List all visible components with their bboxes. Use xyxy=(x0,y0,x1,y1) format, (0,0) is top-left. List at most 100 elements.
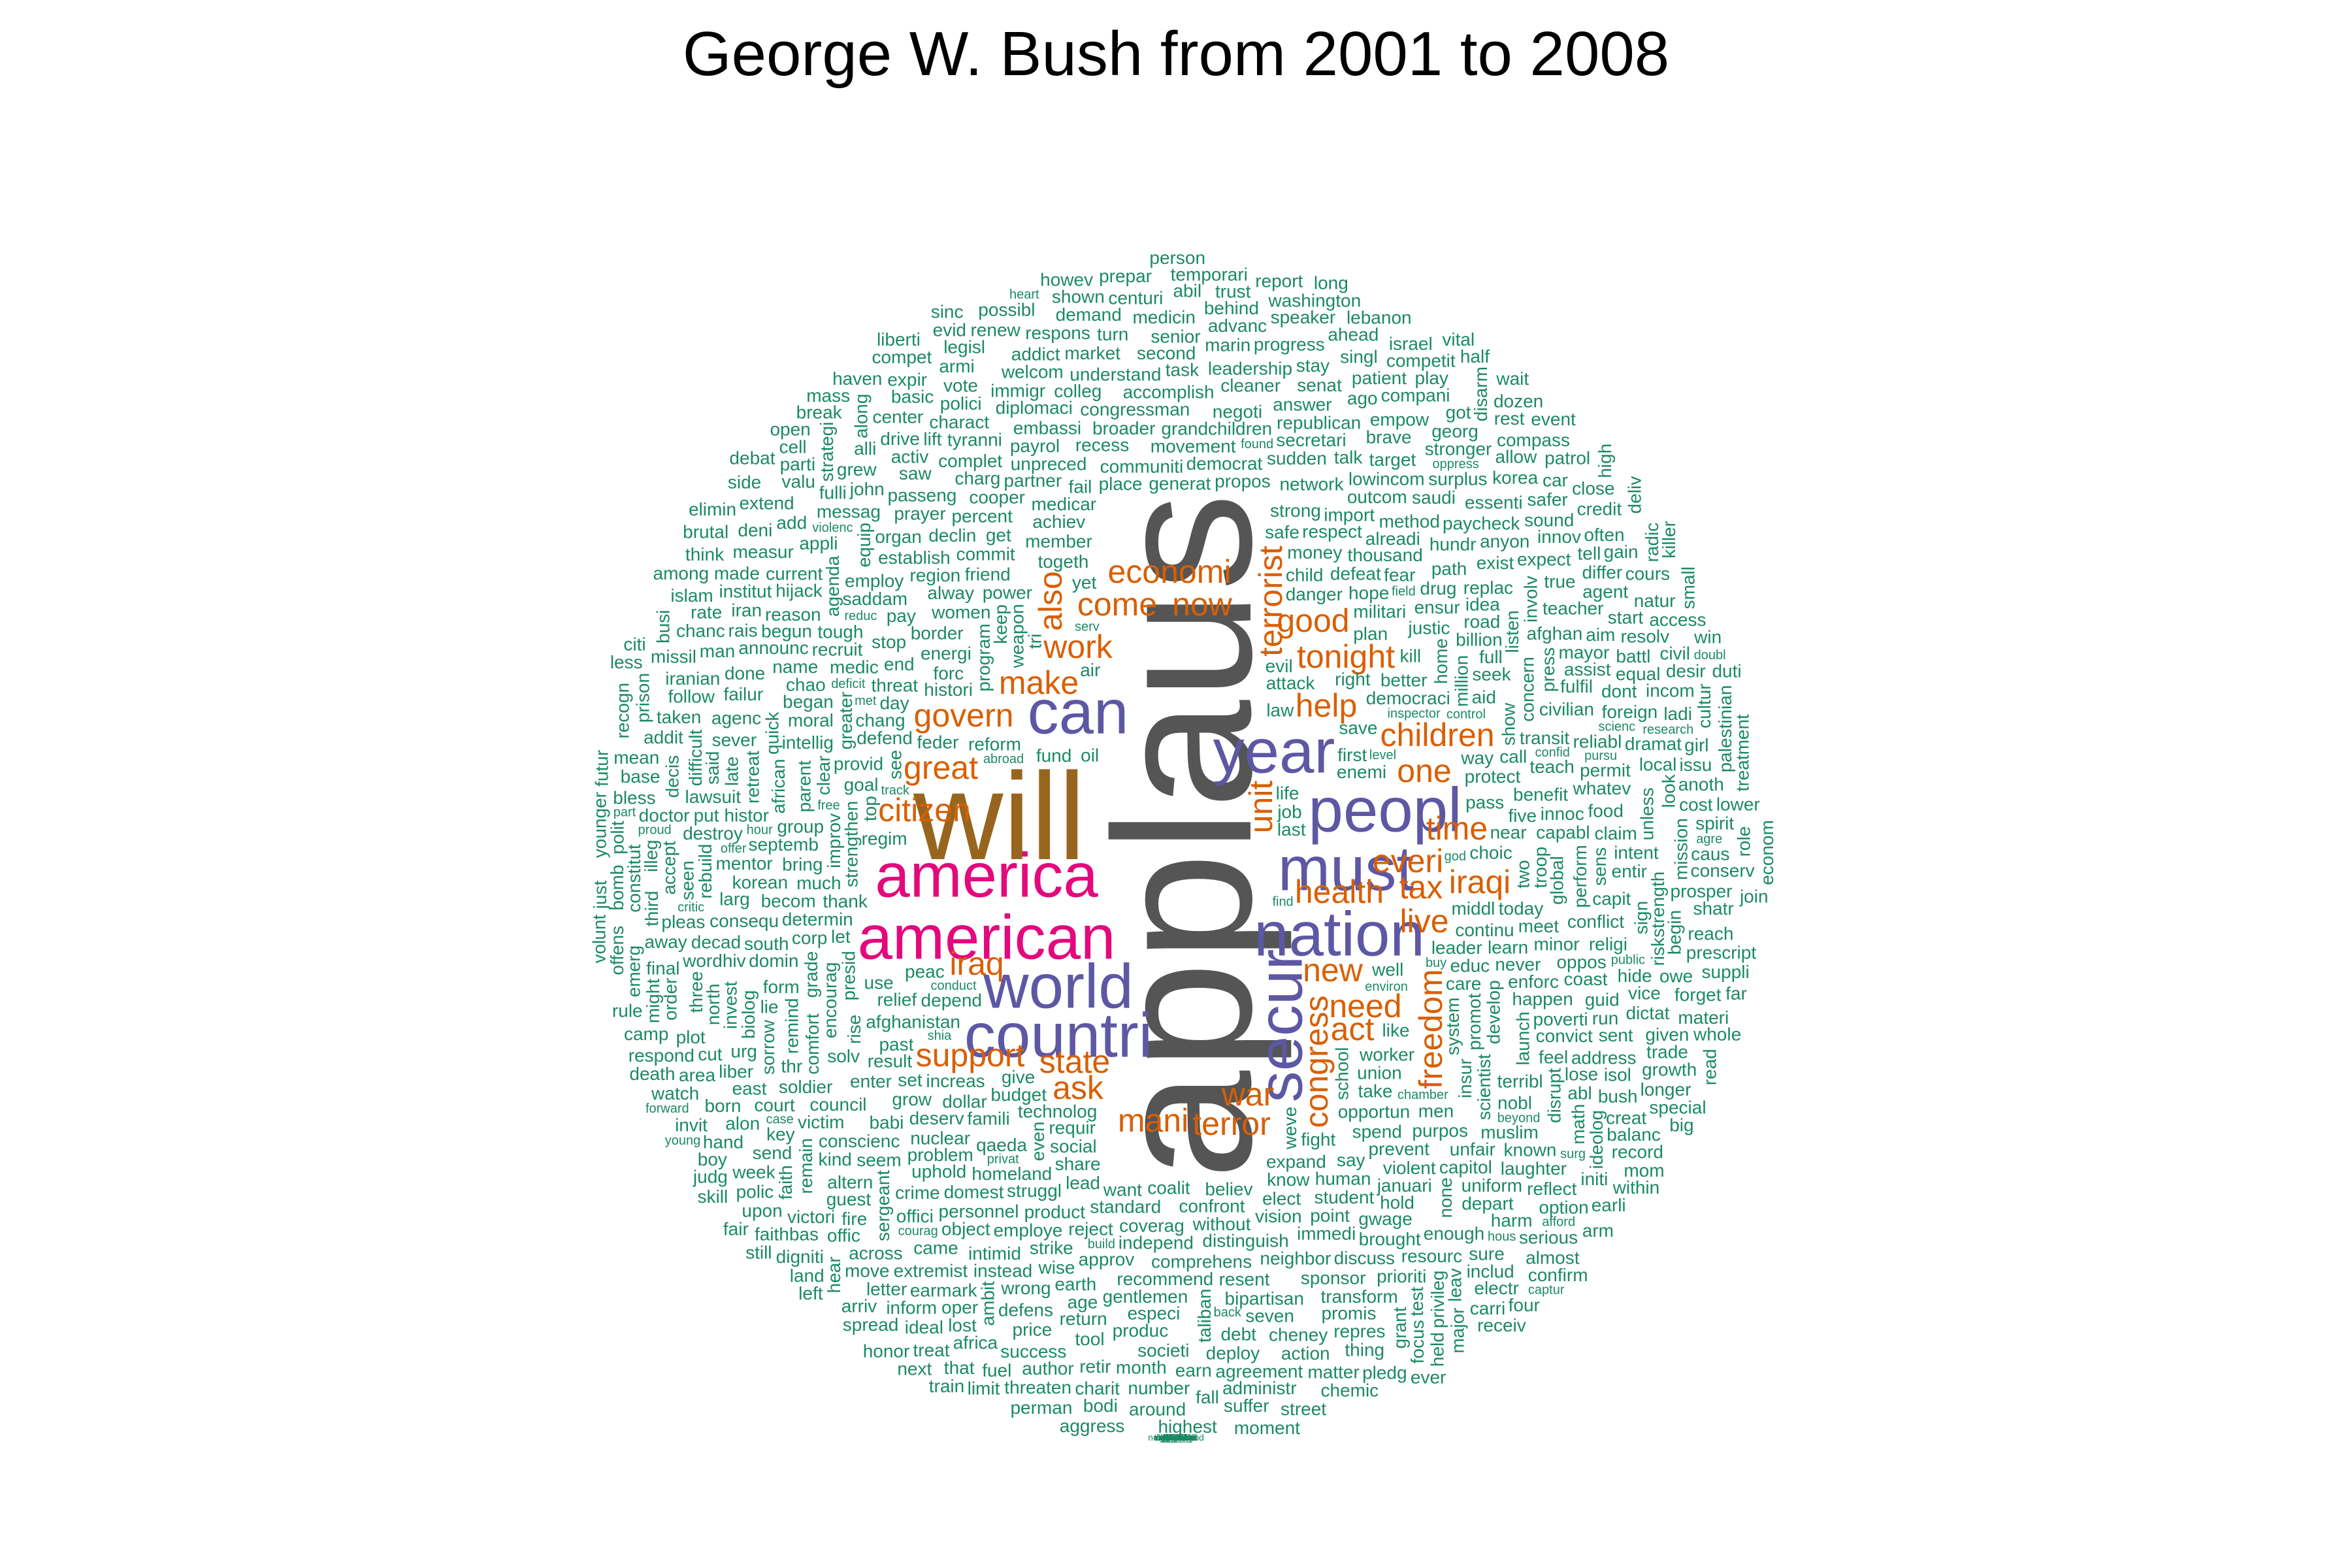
word-instead: instead xyxy=(973,1260,1032,1281)
word-domin: domin xyxy=(749,951,798,971)
word-abandon: abandon xyxy=(1158,1432,1194,1443)
word-independ: independ xyxy=(1119,1233,1194,1253)
word-thank: thank xyxy=(823,891,868,911)
word-religi: religi xyxy=(1589,934,1627,954)
word-chamber: chamber xyxy=(1397,1088,1448,1102)
word-without: without xyxy=(1192,1214,1251,1234)
word-hous: hous xyxy=(1488,1230,1516,1244)
word-american: american xyxy=(858,903,1116,973)
word-africa: africa xyxy=(953,1333,998,1353)
word-happen: happen xyxy=(1512,989,1573,1009)
word-expect: expect xyxy=(1517,549,1571,570)
word-elect: elect xyxy=(1262,1188,1301,1209)
word-great: great xyxy=(904,749,978,786)
word-equip: equip xyxy=(854,523,874,568)
word-close: close xyxy=(1572,478,1614,498)
word-land: land xyxy=(790,1266,825,1286)
word-beyond: beyond xyxy=(1497,1111,1541,1125)
word-initi: initi xyxy=(1580,1169,1608,1189)
word-men: men xyxy=(1418,1101,1454,1121)
word-opportun: opportun xyxy=(1338,1102,1411,1122)
word-find: find xyxy=(1272,895,1293,909)
word-whole: whole xyxy=(1693,1024,1741,1044)
word-nobl: nobl xyxy=(1497,1093,1532,1113)
word-still: still xyxy=(745,1242,772,1262)
word-prayer: prayer xyxy=(894,504,945,524)
word-accomplish: accomplish xyxy=(1123,382,1215,402)
word-field: field xyxy=(1392,584,1416,598)
word-basic: basic xyxy=(891,386,934,406)
word-differ: differ xyxy=(1582,563,1622,583)
word-saddam: saddam xyxy=(842,589,907,609)
word-stronger: stronger xyxy=(1425,439,1492,459)
word-conserv: conserv xyxy=(1691,860,1755,881)
word-ladi: ladi xyxy=(1663,704,1692,724)
word-fund: fund xyxy=(1036,745,1072,766)
word-immedi: immedi xyxy=(1297,1223,1356,1243)
word-gentlemen: gentlemen xyxy=(1103,1286,1188,1307)
word-appli: appli xyxy=(799,533,838,553)
word-respect: respect xyxy=(1302,521,1362,542)
word-sign: sign xyxy=(1631,901,1652,934)
word-stay: stay xyxy=(1296,355,1330,376)
word-gwage: gwage xyxy=(1358,1209,1413,1229)
word-african: african xyxy=(768,759,789,813)
word-medicar: medicar xyxy=(1032,494,1097,514)
word-colleg: colleg xyxy=(1054,381,1102,401)
word-price: price xyxy=(1013,1319,1053,1339)
word-complet: complet xyxy=(938,451,1002,471)
word-broader: broader xyxy=(1092,418,1156,438)
word-percent: percent xyxy=(951,506,1013,527)
word-grew: grew xyxy=(837,459,877,480)
word-impos: impos xyxy=(1164,1432,1188,1443)
word-anoth: anoth xyxy=(1678,774,1724,794)
word-addict: addict xyxy=(1011,344,1060,365)
word-coverag: coverag xyxy=(1119,1215,1184,1235)
word-materi: materi xyxy=(1678,1007,1729,1028)
word-along: along xyxy=(851,393,872,438)
word-food: food xyxy=(1588,801,1624,821)
word-tragedi: tragedi xyxy=(1162,1432,1190,1443)
word-remind: remind xyxy=(782,998,802,1054)
word-speaker: speaker xyxy=(1271,307,1336,327)
word-taxpay: taxpay xyxy=(1162,1432,1189,1443)
word-prosper: prosper xyxy=(1671,881,1733,902)
word-even: even xyxy=(1028,1122,1048,1162)
word-econom: econom xyxy=(1757,820,1777,885)
word-ideal: ideal xyxy=(905,1317,943,1337)
word-armi: armi xyxy=(939,356,974,376)
word-scienc: scienc xyxy=(1598,720,1635,734)
word-deploy: deploy xyxy=(1206,1343,1260,1364)
word-level: level xyxy=(1369,748,1396,762)
word-howev: howev xyxy=(1040,270,1093,290)
word-offer: offer xyxy=(721,841,747,856)
word-agent: agent xyxy=(1582,581,1628,602)
word-arriv: arriv xyxy=(841,1296,877,1316)
word-radic: radic xyxy=(1642,523,1662,563)
word-run: run xyxy=(1592,1008,1618,1028)
word-agreement: agreement xyxy=(1215,1362,1303,1382)
word-plan: plan xyxy=(1353,623,1388,644)
word-perform: perform xyxy=(1570,845,1590,907)
word-neighbor: neighbor xyxy=(1260,1248,1331,1268)
word-valu: valu xyxy=(782,471,815,491)
word-center: center xyxy=(872,406,923,427)
word-pass: pass xyxy=(1465,792,1504,813)
word-call: call xyxy=(1499,746,1527,766)
word-train: train xyxy=(929,1376,964,1396)
word-just: just xyxy=(590,880,610,909)
word-trust: trust xyxy=(1215,282,1251,302)
word-right: right xyxy=(1335,669,1371,689)
word-student: student xyxy=(1314,1187,1374,1207)
word-messag: messag xyxy=(817,502,881,522)
word-extend: extend xyxy=(740,493,794,513)
word-alli: alli xyxy=(854,438,876,459)
word-charit: charit xyxy=(1075,1378,1120,1398)
word-courag: courag xyxy=(898,1224,938,1238)
word-year: year xyxy=(1213,717,1335,787)
word-larg: larg xyxy=(719,889,750,909)
word-next: next xyxy=(897,1358,932,1379)
word-applaus: applaus xyxy=(1073,493,1294,1180)
word-life: life xyxy=(1276,783,1299,803)
word-state: state xyxy=(1039,1043,1110,1080)
